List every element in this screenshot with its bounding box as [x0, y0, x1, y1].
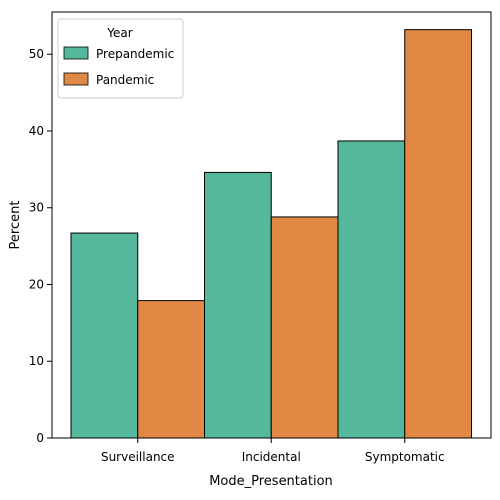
legend-swatch-prepandemic [63, 46, 89, 60]
bar-surveillance-prepandemic [70, 232, 139, 439]
bar-symptomatic-pandemic [404, 29, 472, 439]
legend-label-pandemic: Pandemic [96, 73, 154, 87]
legend-label-prepandemic: Prepandemic [96, 47, 174, 61]
legend-box [57, 18, 184, 99]
legend: Year Prepandemic Pandemic [57, 18, 184, 99]
legend-title: Year [106, 26, 132, 40]
plot-frame [51, 11, 492, 439]
x-tick-label-surveillance: Surveillance [101, 450, 175, 464]
bar-incidental-pandemic [270, 216, 339, 439]
y-tick-label: 20 [29, 277, 44, 291]
bar-incidental-prepandemic [204, 171, 272, 439]
legend-swatch-pandemic [63, 72, 89, 86]
x-axis-ticks: Surveillance Incidental Symptomatic [101, 438, 445, 464]
bars [70, 29, 472, 439]
x-axis-label: Mode_Presentation [209, 474, 333, 489]
bar-surveillance-pandemic [137, 300, 205, 439]
y-axis-ticks: 0 10 20 30 40 50 [29, 47, 52, 445]
y-tick-label: 0 [36, 431, 44, 445]
bar-symptomatic-prepandemic [337, 140, 406, 439]
x-tick-label-symptomatic: Symptomatic [365, 450, 445, 464]
y-tick-label: 30 [29, 201, 44, 215]
y-tick-label: 10 [29, 354, 44, 368]
y-tick-label: 50 [29, 47, 44, 61]
x-tick-label-incidental: Incidental [242, 450, 301, 464]
y-axis-label: Percent [8, 201, 23, 250]
y-tick-label: 40 [29, 124, 44, 138]
